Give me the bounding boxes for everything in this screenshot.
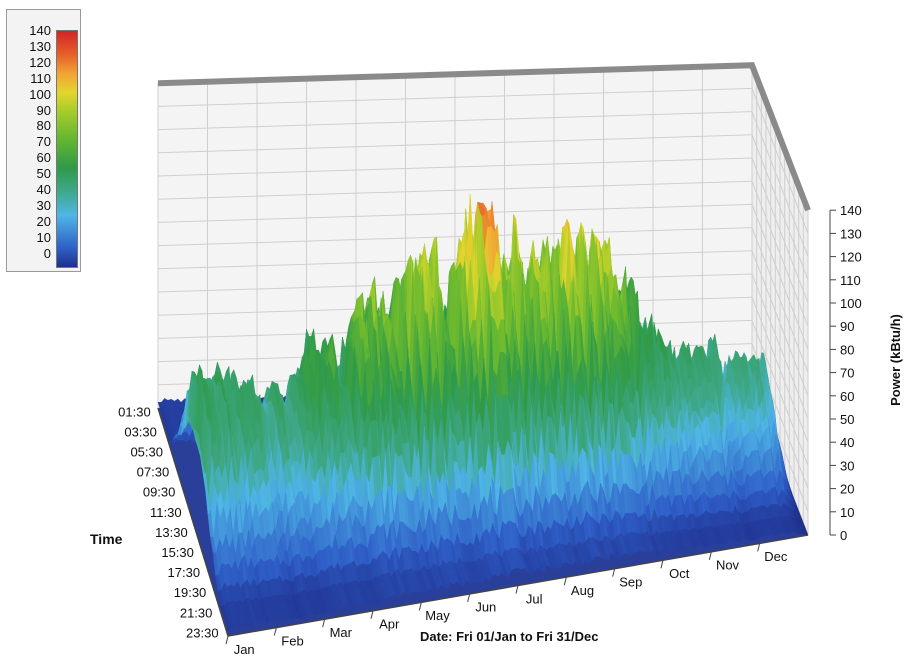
legend-tick-label: 140 [29,23,51,38]
legend-tick-label: 70 [36,134,51,150]
legend-tick-label: 10 [36,229,51,245]
legend-tick-label: 110 [30,70,51,86]
legend-tick-label: 20 [36,213,51,229]
legend-tick-label: 130 [29,38,51,54]
legend-tick-label: 60 [36,150,51,166]
legend-tick-label: 0 [43,245,51,261]
legend-tick-label: 120 [29,54,51,70]
legend-tick-label: 50 [36,166,51,182]
legend-tick-label: 40 [36,182,51,197]
legend-tick-label: 100 [29,86,51,102]
legend-color-scale [56,30,78,268]
legend-tick-label: 80 [36,118,51,134]
wall-rim [157,62,811,212]
legend-tick-label: 30 [36,197,51,213]
legend-tick-label: 90 [36,102,51,118]
color-legend: 140 130 120 110 100 90 80 70 60 50 40 30 20 10 0 [6,9,81,272]
